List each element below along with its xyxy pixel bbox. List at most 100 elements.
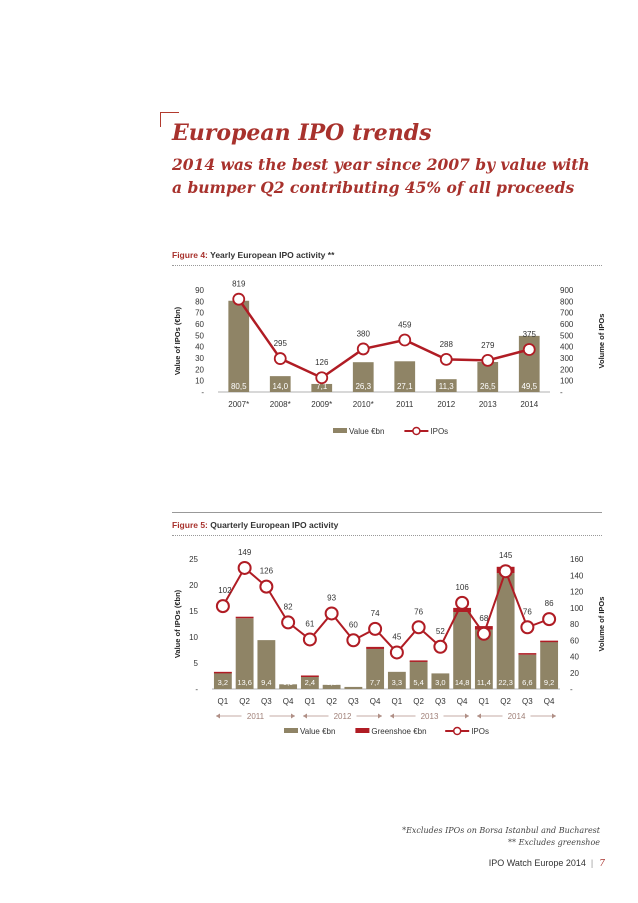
ipo-marker (281, 615, 296, 630)
x-tick-label: Q3 (435, 697, 446, 706)
bar-greenshoe (235, 616, 254, 619)
bar-value-label: 49,5 (521, 382, 537, 391)
bar-value (496, 573, 515, 689)
group-label: 2011 (247, 712, 265, 721)
bar-value-label: 2,4 (305, 678, 315, 687)
ipo-marker (389, 645, 404, 660)
y-tick-label: 80 (195, 297, 204, 306)
ipo-data-label: 86 (545, 599, 554, 608)
y-tick-label: 50 (195, 331, 204, 340)
bar-value (409, 660, 428, 689)
bar-value (435, 379, 457, 392)
y2-tick-label: 400 (560, 343, 574, 352)
legend-swatch-greenshoe (355, 728, 370, 733)
bar-value (474, 629, 493, 689)
footer-text: IPO Watch Europe 2014 (488, 858, 586, 868)
bar-value (213, 672, 232, 689)
y2-axis-title: Volume of IPOs (597, 314, 606, 369)
corner-mark (160, 112, 179, 127)
bar-value (540, 641, 559, 689)
legend-swatch-value (333, 428, 347, 433)
x-tick-label: 2007* (228, 400, 249, 409)
ipo-line (237, 298, 530, 380)
ipo-marker (315, 371, 329, 385)
legend-label: Value €bn (300, 727, 335, 736)
y2-tick-label: 80 (570, 620, 579, 629)
footer-separator: | (590, 858, 594, 868)
page-number: 7 (599, 859, 605, 869)
y2-tick-label: 40 (570, 653, 579, 662)
ipo-data-label: 145 (499, 551, 513, 560)
footer: IPO Watch Europe 2014 | 7 (380, 858, 605, 869)
y-tick-label: - (195, 685, 198, 694)
bar-value-label: 7,7 (370, 678, 380, 687)
bar-greenshoe (409, 660, 428, 662)
bar-value-label: 9,4 (261, 678, 271, 687)
y-tick-label: 20 (195, 365, 204, 374)
y2-tick-label: 900 (560, 286, 574, 295)
bar-value (431, 673, 450, 689)
bar-value (387, 671, 406, 689)
group-arrow (303, 713, 307, 719)
group-label: 2012 (334, 712, 352, 721)
bar-value (322, 684, 341, 689)
x-tick-label: Q4 (544, 697, 555, 706)
y-tick-label: 20 (189, 581, 198, 590)
bar-value (257, 640, 276, 689)
group-arrow (216, 713, 220, 719)
bar-greenshoe (213, 671, 232, 674)
x-tick-label: Q3 (261, 697, 272, 706)
y-tick-label: 5 (194, 659, 199, 668)
y-axis-title: Value of IPOs (€bn) (173, 589, 182, 658)
bar-value (394, 361, 416, 392)
y2-tick-label: 120 (570, 588, 584, 597)
x-tick-label: Q2 (326, 697, 337, 706)
x-tick-label: Q1 (305, 697, 316, 706)
bar-value-label: 0,8 (326, 678, 336, 687)
ipo-data-label: 279 (481, 341, 495, 350)
bar-value-label: 7,1 (316, 382, 328, 391)
y-tick-label: 90 (195, 286, 204, 295)
y2-tick-label: 20 (570, 669, 579, 678)
ipo-data-label: 295 (274, 339, 288, 348)
bar-value-label: 3,3 (392, 678, 402, 687)
figure-5-top-rule (172, 512, 602, 513)
figure-5-title: Quarterly European IPO activity (210, 520, 339, 530)
x-tick-label: Q4 (283, 697, 294, 706)
legend-marker-ipos (452, 726, 462, 736)
ipo-marker (368, 621, 383, 636)
bar-greenshoe (300, 675, 319, 677)
figure-5-chart: - 5 10 15 20 25 - 20 40 60 80 100 120 140 160 Value of … (173, 548, 606, 736)
bar-greenshoe (518, 653, 537, 655)
ipo-line (222, 566, 550, 654)
ipo-marker (439, 352, 453, 366)
y-tick-label: 60 (195, 320, 204, 329)
page-title: European IPO trends (172, 120, 432, 146)
group-arrow (552, 713, 556, 719)
y-tick-label: 15 (189, 607, 198, 616)
ipo-data-label: 380 (357, 329, 371, 338)
legend-label: IPOs (471, 727, 489, 736)
y-tick-label: 30 (195, 354, 204, 363)
bar-value-label: 22,3 (498, 678, 513, 687)
ipo-data-label: 61 (305, 619, 314, 628)
bar-value (477, 361, 499, 392)
group-arrow (465, 713, 469, 719)
bar-value-label: 3,0 (435, 678, 445, 687)
y2-tick-label: 200 (560, 365, 574, 374)
bar-value-label: 0,4 (348, 678, 358, 687)
ipo-marker (481, 353, 495, 367)
bar-value (518, 654, 537, 689)
ipo-data-label: 76 (414, 607, 423, 616)
y-tick-label: - (201, 388, 204, 397)
ipo-data-label: 76 (523, 607, 532, 616)
ipo-marker (273, 352, 287, 365)
y-tick-label: 10 (195, 377, 204, 386)
y2-tick-label: 600 (560, 320, 574, 329)
bar-value (344, 686, 363, 689)
y2-tick-label: 140 (570, 571, 584, 580)
x-tick-label: Q3 (522, 697, 533, 706)
y-tick-label: 25 (189, 555, 198, 564)
group-arrow (390, 713, 394, 719)
y2-tick-label: 100 (570, 604, 584, 613)
